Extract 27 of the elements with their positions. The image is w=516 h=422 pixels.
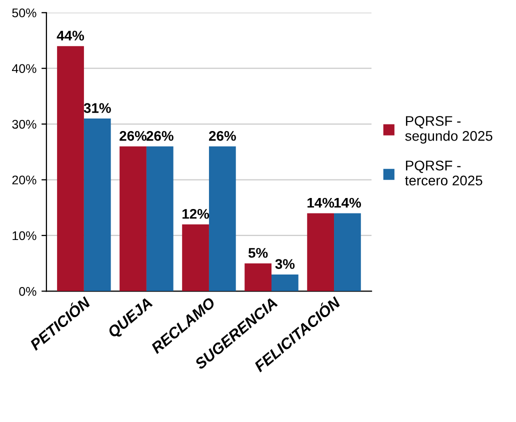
bar [307, 213, 334, 292]
data-label: 44% [56, 30, 84, 41]
y-tick-label: 0% [19, 286, 36, 296]
data-label: 12% [182, 208, 210, 219]
bar [208, 146, 236, 292]
data-label: 14% [334, 198, 361, 208]
legend-label: PQRSF - tercero 2025 [405, 160, 482, 186]
y-tick-label: 20% [12, 176, 36, 184]
bar [244, 263, 272, 292]
y-tick-label: 40% [12, 64, 36, 74]
bar [57, 46, 84, 292]
bar [334, 213, 361, 292]
y-tick-label: 30% [12, 120, 36, 129]
bar [120, 146, 146, 292]
bar [182, 224, 209, 292]
data-label: 3% [275, 259, 295, 269]
bar [271, 274, 298, 292]
legend-label: PQRSF - segundo 2025 [405, 116, 492, 144]
data-label: 5% [248, 248, 268, 258]
bar [84, 118, 111, 292]
data-label: 26% [209, 130, 236, 141]
y-tick-label: 50% [12, 8, 36, 18]
data-label: 26% [146, 130, 174, 141]
data-label: 14% [308, 198, 334, 208]
y-tick-label: 10% [12, 231, 36, 240]
bar [146, 146, 174, 292]
data-label: 26% [120, 130, 147, 141]
